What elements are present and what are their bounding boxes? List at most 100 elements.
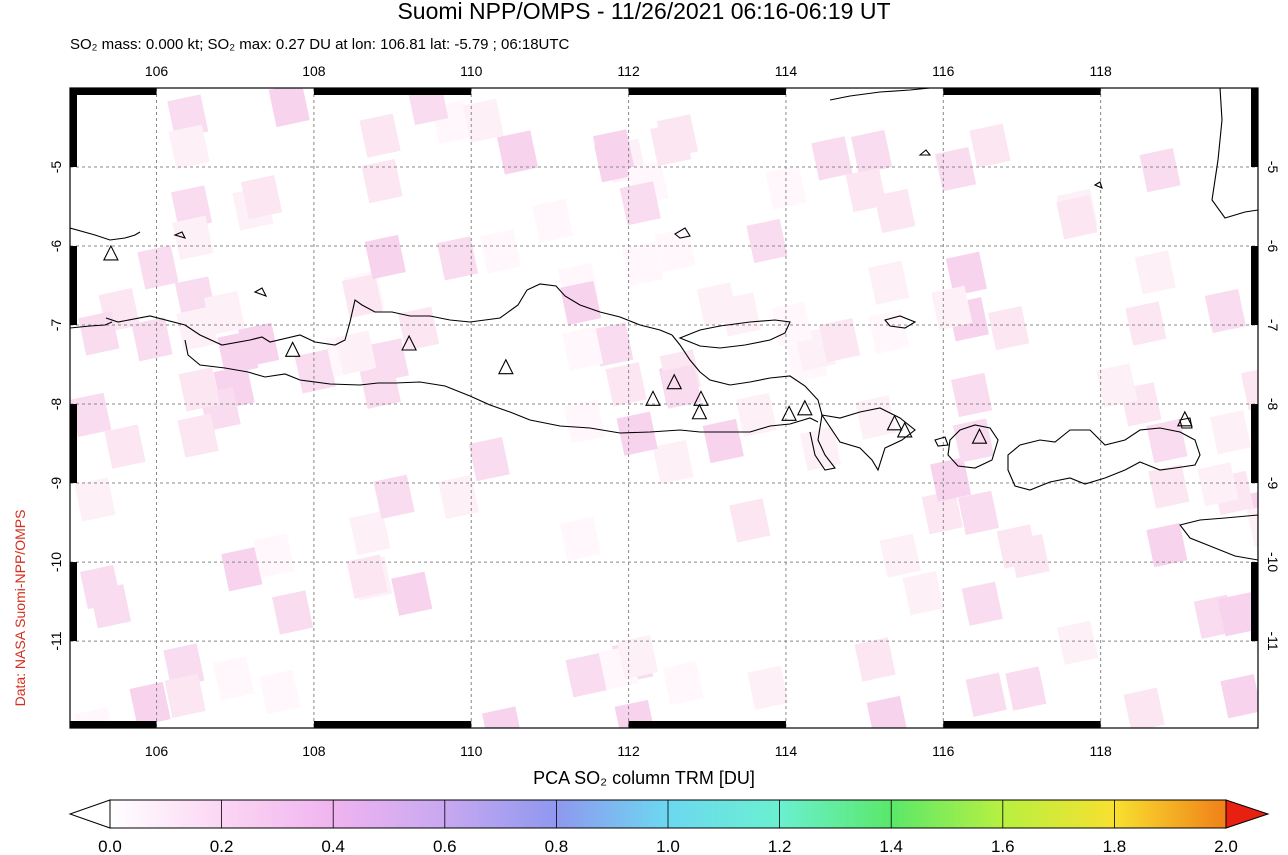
lat-tick-label-right: -7 bbox=[1265, 319, 1281, 332]
lat-tick-label-left: -6 bbox=[48, 240, 64, 253]
checker-bottom bbox=[70, 721, 157, 728]
triangle-icon bbox=[796, 399, 813, 416]
so2-pixel bbox=[1146, 418, 1188, 464]
so2-pixel bbox=[1005, 666, 1047, 711]
lat-tick-label-right: -6 bbox=[1265, 240, 1281, 253]
so2-pixel bbox=[164, 673, 206, 718]
triangle-icon bbox=[691, 403, 708, 420]
colorbar-tick-label: 2.0 bbox=[1214, 837, 1238, 855]
colorbar-tick-label: 1.8 bbox=[1103, 837, 1127, 855]
so2-pixel bbox=[593, 129, 635, 174]
so2-pixel bbox=[868, 260, 910, 305]
colorbar-tick-label: 1.6 bbox=[991, 837, 1015, 855]
so2-pixel bbox=[746, 218, 788, 264]
so2-pixel bbox=[437, 236, 479, 281]
lon-tick-label-bottom: 116 bbox=[932, 743, 955, 759]
checker-left bbox=[70, 88, 77, 168]
so2-pixel bbox=[652, 439, 694, 485]
checker-top bbox=[313, 88, 472, 95]
so2-pixel bbox=[702, 418, 744, 464]
so2-pixel bbox=[359, 113, 401, 158]
so2-pixel bbox=[177, 413, 219, 458]
so2-pixel bbox=[965, 672, 1007, 717]
so2-pixel bbox=[221, 547, 263, 592]
so2-pixel bbox=[346, 554, 388, 599]
so2-pixel bbox=[850, 129, 893, 175]
lat-tick-label-left: -11 bbox=[48, 631, 64, 650]
lat-tick-label-right: -8 bbox=[1265, 398, 1281, 411]
checker-right bbox=[1251, 88, 1258, 168]
so2-pixel bbox=[811, 136, 853, 181]
colorbar-tick-label: 1.4 bbox=[879, 837, 903, 855]
so2-pixel bbox=[268, 88, 310, 128]
lon-tick-label-top: 114 bbox=[775, 63, 798, 79]
lombok-island bbox=[947, 424, 999, 469]
so2-pixel bbox=[438, 474, 480, 520]
so2-pixel bbox=[391, 571, 433, 616]
so2-pixel bbox=[988, 306, 1030, 351]
lon-tick-label-top: 106 bbox=[145, 63, 169, 79]
so2-pixel bbox=[616, 411, 658, 456]
checker-bottom bbox=[313, 721, 472, 728]
lon-tick-label-bottom: 118 bbox=[1089, 743, 1112, 759]
so2-pixel bbox=[238, 322, 280, 367]
so2-pixel bbox=[131, 317, 173, 362]
so2-pixel bbox=[137, 245, 179, 290]
lon-tick-label-top: 112 bbox=[617, 63, 640, 79]
triangle-icon bbox=[103, 244, 119, 261]
coastlines bbox=[70, 88, 1258, 561]
so2-pixel bbox=[662, 661, 704, 706]
so2-pixel bbox=[879, 533, 921, 578]
so2-pixel bbox=[168, 124, 210, 169]
so2-pixel bbox=[951, 372, 993, 418]
so2-pixel bbox=[74, 477, 116, 522]
so2-pixel bbox=[650, 121, 692, 167]
java-south-coast bbox=[184, 339, 819, 434]
so2-pixel bbox=[934, 147, 977, 192]
so2-pixel bbox=[931, 285, 973, 330]
so2-pixel bbox=[240, 175, 283, 220]
bali-island bbox=[820, 407, 916, 472]
lat-lon-grid bbox=[70, 88, 1258, 728]
so2-pixel bbox=[654, 228, 696, 273]
lat-tick-label-right: -11 bbox=[1265, 631, 1281, 650]
so2-pixel bbox=[622, 241, 664, 286]
so2-pixel bbox=[1148, 464, 1190, 509]
checker-top bbox=[943, 88, 1101, 95]
checker-top bbox=[70, 88, 157, 95]
sumba-island bbox=[1179, 514, 1258, 561]
colorbar-tick-label: 1.0 bbox=[656, 837, 680, 855]
so2-pixel bbox=[868, 309, 910, 354]
so2-pixel bbox=[129, 681, 171, 727]
so2-pixel bbox=[398, 306, 440, 351]
so2-pixel bbox=[1197, 462, 1239, 507]
so2-pixel bbox=[1204, 288, 1246, 334]
colorbar-tick-label: 0.8 bbox=[545, 837, 569, 855]
lat-tick-label-left: -7 bbox=[48, 319, 64, 332]
triangle-icon bbox=[886, 414, 903, 431]
triangle-icon bbox=[497, 358, 514, 375]
triangle-icon bbox=[1176, 410, 1193, 427]
triangle-icon bbox=[896, 421, 913, 438]
so2-pixel bbox=[619, 181, 661, 226]
island-small-2 bbox=[1093, 181, 1103, 189]
so2-pixel bbox=[349, 511, 391, 556]
so2-pixel bbox=[696, 282, 739, 327]
island-small-3 bbox=[173, 231, 187, 239]
so2-pixel bbox=[930, 457, 972, 502]
so2-pixel bbox=[74, 707, 116, 728]
lon-tick-label-bottom: 112 bbox=[617, 743, 640, 759]
checker-bottom bbox=[628, 721, 786, 728]
so2-pixel bbox=[532, 198, 574, 243]
so2-pixel bbox=[361, 159, 403, 204]
so2-pixel bbox=[335, 330, 377, 375]
checker-bottom bbox=[943, 721, 1101, 728]
so2-pixel bbox=[272, 590, 314, 635]
sumatra-coast bbox=[70, 227, 141, 241]
island-karimunjawa bbox=[253, 287, 268, 297]
triangle-icon bbox=[781, 405, 797, 421]
checker-left bbox=[70, 246, 77, 326]
lon-tick-label-bottom: 106 bbox=[145, 743, 169, 759]
so2-pixel bbox=[617, 634, 659, 680]
